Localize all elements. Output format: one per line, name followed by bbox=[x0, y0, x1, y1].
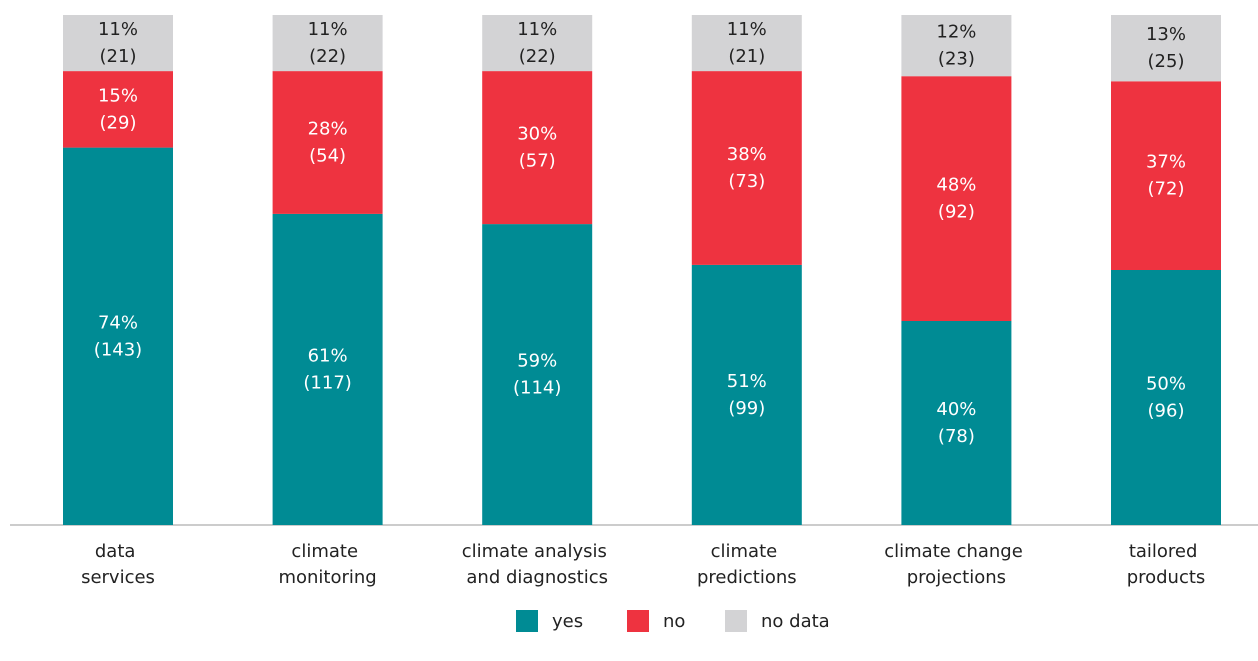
count-label: (22) bbox=[309, 46, 346, 67]
bar-segment bbox=[901, 76, 1012, 321]
x-tick-line: climate bbox=[711, 541, 783, 562]
bar-segment bbox=[272, 213, 383, 525]
bar-segment bbox=[1111, 270, 1221, 525]
count-label: (99) bbox=[728, 398, 765, 419]
x-tick-label: data services bbox=[81, 541, 155, 588]
value-label: 13% bbox=[1146, 24, 1186, 45]
value-label: 40% bbox=[936, 399, 976, 420]
legend-label: no bbox=[663, 611, 685, 632]
value-label: 30% bbox=[517, 124, 557, 145]
bar-segment bbox=[901, 321, 1012, 525]
value-label: 59% bbox=[517, 351, 557, 372]
x-tick-line: products bbox=[1127, 567, 1206, 588]
value-label: 11% bbox=[98, 19, 138, 40]
x-tick-label: climate predictions bbox=[697, 541, 797, 588]
bar-segment bbox=[272, 71, 383, 214]
count-label: (29) bbox=[100, 112, 137, 133]
count-label: (21) bbox=[728, 46, 765, 67]
value-label: 50% bbox=[1146, 374, 1186, 395]
x-tick-line: climate change bbox=[884, 541, 1028, 562]
value-label: 15% bbox=[98, 85, 138, 106]
count-label: (73) bbox=[728, 171, 765, 192]
value-label: 61% bbox=[308, 345, 348, 366]
value-label: 28% bbox=[308, 119, 348, 140]
count-label: (54) bbox=[309, 146, 346, 167]
bar-segment bbox=[482, 15, 593, 72]
bar-segment bbox=[1111, 81, 1221, 270]
x-tick-line: and diagnostics bbox=[466, 567, 608, 588]
value-label: 11% bbox=[517, 19, 557, 40]
count-label: (114) bbox=[513, 378, 561, 399]
count-label: (96) bbox=[1148, 401, 1185, 422]
count-label: (21) bbox=[100, 46, 137, 67]
bar-segment bbox=[901, 15, 1012, 77]
bar-segment bbox=[691, 71, 802, 265]
value-label: 48% bbox=[936, 175, 976, 196]
value-label: 74% bbox=[98, 312, 138, 333]
count-label: (92) bbox=[938, 202, 975, 223]
bar-segment bbox=[482, 71, 593, 225]
value-label: 51% bbox=[727, 371, 767, 392]
value-label: 37% bbox=[1146, 152, 1186, 173]
x-tick-line: services bbox=[81, 567, 155, 588]
count-label: (25) bbox=[1148, 51, 1185, 72]
legend-label: no data bbox=[761, 611, 830, 632]
bar-segment bbox=[482, 224, 593, 525]
legend-swatch bbox=[516, 610, 538, 632]
count-label: (57) bbox=[519, 151, 556, 172]
legend-label: yes bbox=[552, 611, 583, 632]
bar-segment bbox=[1111, 15, 1221, 82]
value-label: 11% bbox=[727, 19, 767, 40]
bar-segment bbox=[63, 71, 173, 148]
x-tick-line: climate bbox=[291, 541, 363, 562]
bar-segment bbox=[272, 15, 383, 72]
legend-swatch bbox=[725, 610, 747, 632]
x-tick-line: projections bbox=[907, 567, 1006, 588]
x-tick-line: climate analysis bbox=[462, 541, 613, 562]
count-label: (72) bbox=[1148, 179, 1185, 200]
count-label: (78) bbox=[938, 426, 975, 447]
count-label: (22) bbox=[519, 46, 556, 67]
bar-segment bbox=[691, 15, 802, 72]
x-tick-label: tailored products bbox=[1127, 541, 1206, 588]
bar-segment bbox=[63, 15, 173, 72]
bar-segment bbox=[63, 147, 173, 525]
count-label: (23) bbox=[938, 49, 975, 70]
legend-swatch bbox=[627, 610, 649, 632]
x-tick-line: monitoring bbox=[278, 567, 376, 588]
x-tick-line: tailored bbox=[1129, 541, 1203, 562]
bar-segment bbox=[691, 264, 802, 525]
value-label: 11% bbox=[308, 19, 348, 40]
x-tick-line: data bbox=[95, 541, 141, 562]
x-tick-label: climate change projections bbox=[884, 541, 1028, 588]
x-tick-line: predictions bbox=[697, 567, 797, 588]
x-tick-label: climate monitoring bbox=[278, 541, 376, 588]
value-label: 38% bbox=[727, 144, 767, 165]
count-label: (143) bbox=[94, 339, 142, 360]
count-label: (117) bbox=[303, 372, 351, 393]
x-tick-label: climate analysis and diagnostics bbox=[462, 541, 613, 588]
value-label: 12% bbox=[936, 22, 976, 43]
